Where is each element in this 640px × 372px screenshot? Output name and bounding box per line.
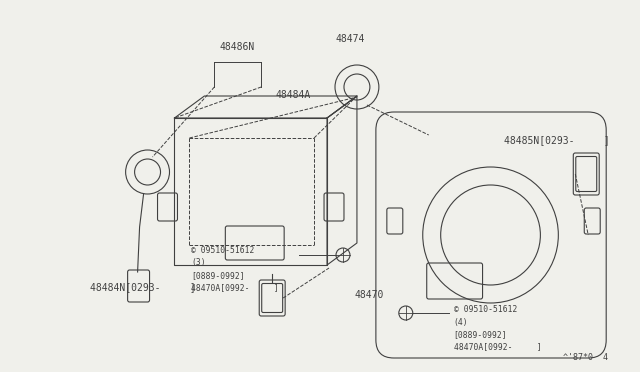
- Text: 48470: 48470: [355, 290, 384, 300]
- Text: © 09510-51612
(3)
[0889-0992]
48470A[0992-     ]: © 09510-51612 (3) [0889-0992] 48470A[099…: [191, 246, 279, 292]
- Text: 48486N: 48486N: [220, 42, 255, 52]
- Text: ^'87*0  4: ^'87*0 4: [563, 353, 608, 362]
- Text: 48484N[0293-     ]: 48484N[0293- ]: [90, 282, 195, 292]
- Text: 48485N[0293-     ]: 48485N[0293- ]: [504, 135, 611, 145]
- Text: 48474: 48474: [335, 34, 364, 44]
- Text: 48484A: 48484A: [275, 90, 310, 100]
- Text: © 09510-51612
(4)
[0889-0992]
48470A[0992-     ]: © 09510-51612 (4) [0889-0992] 48470A[099…: [454, 305, 541, 352]
